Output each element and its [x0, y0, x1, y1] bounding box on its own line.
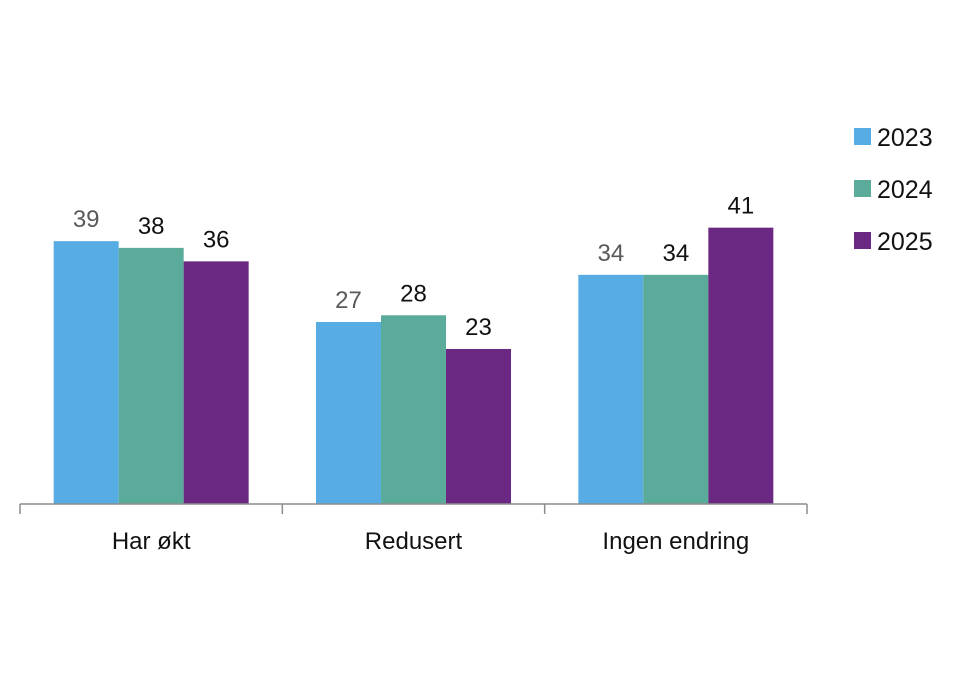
bars-group — [53, 227, 774, 504]
legend-label-2025: 2025 — [877, 228, 933, 256]
bar-2025-1 — [183, 261, 249, 504]
legend: 2023 2024 2025 — [854, 124, 933, 256]
value-labels-group: 39 38 36 27 28 23 34 34 41 — [73, 193, 754, 341]
bar-2024-2 — [381, 315, 446, 504]
value-label-2025-3: 41 — [727, 193, 754, 220]
category-label-2: Redusert — [365, 528, 463, 555]
value-label-2023-2: 27 — [335, 287, 362, 314]
legend-swatch-2023 — [854, 128, 871, 145]
bar-2025-2 — [446, 348, 511, 504]
category-label-1: Har økt — [112, 528, 191, 555]
legend-label-2023: 2023 — [877, 124, 933, 152]
bar-2023-1 — [53, 241, 119, 504]
bar-2024-3 — [643, 274, 709, 504]
value-label-2023-1: 39 — [73, 206, 100, 233]
category-label-3: Ingen endring — [602, 528, 749, 555]
value-label-2024-3: 34 — [662, 240, 689, 267]
bar-2023-2 — [316, 322, 381, 504]
value-label-2024-2: 28 — [400, 280, 427, 307]
bar-2023-3 — [578, 274, 644, 504]
value-label-2025-2: 23 — [465, 314, 492, 341]
category-labels-group: Har økt Redusert Ingen endring — [112, 528, 749, 555]
bar-2025-3 — [708, 227, 774, 504]
x-axis-ticks — [19, 504, 808, 514]
value-label-2023-3: 34 — [597, 240, 624, 267]
legend-label-2024: 2024 — [877, 176, 933, 204]
legend-swatch-2024 — [854, 180, 871, 197]
legend-swatch-2025 — [854, 232, 871, 249]
bar-2024-1 — [118, 247, 184, 504]
value-label-2025-1: 36 — [203, 226, 230, 253]
value-label-2024-1: 38 — [138, 213, 165, 240]
